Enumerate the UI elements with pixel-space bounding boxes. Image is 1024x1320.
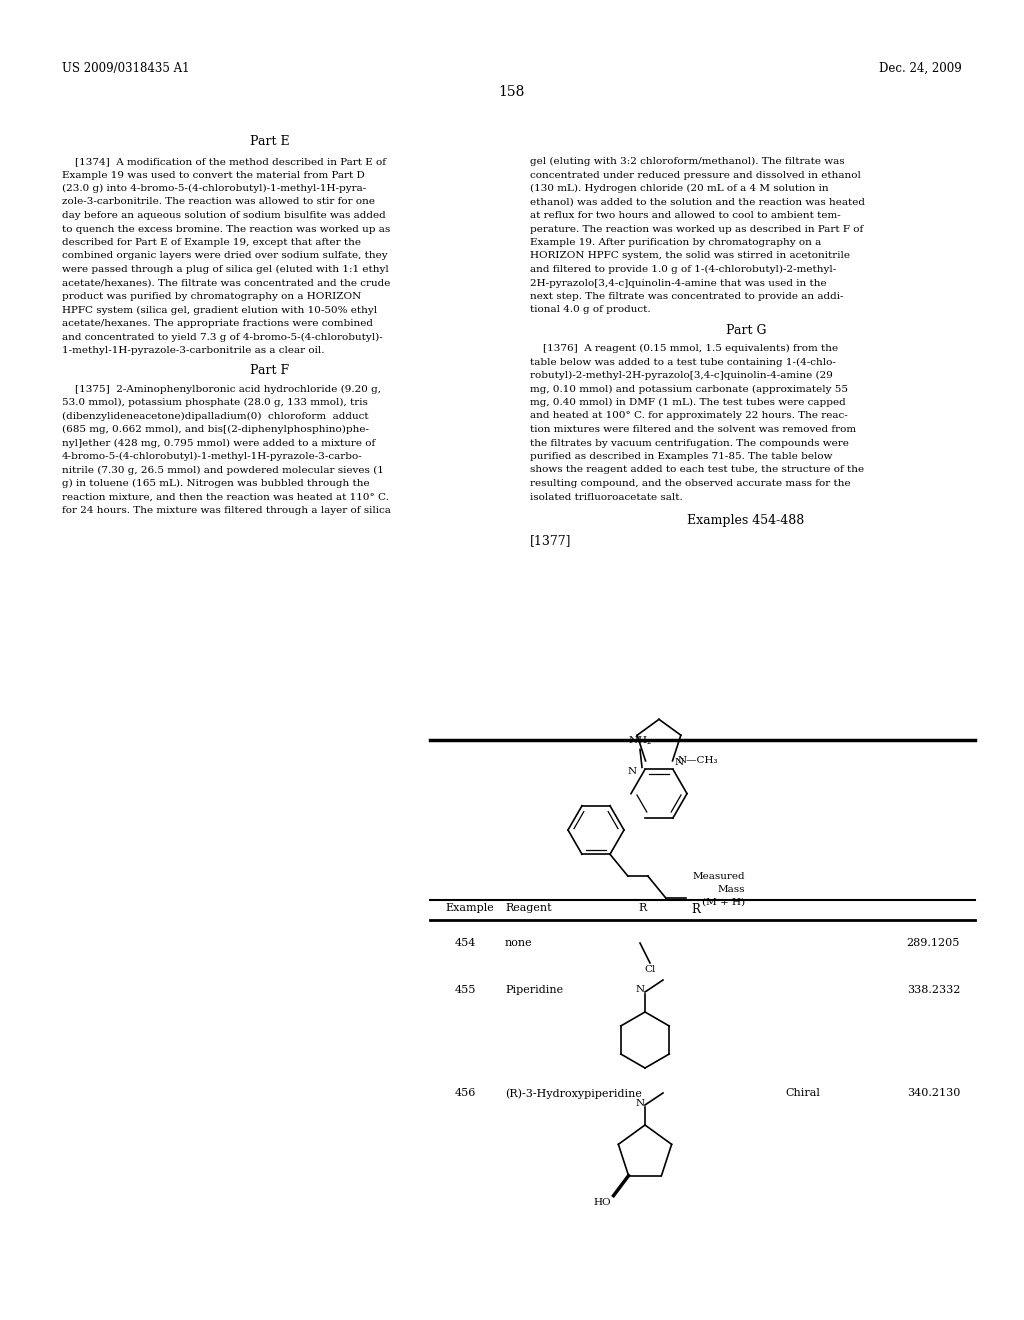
Text: the filtrates by vacuum centrifugation. The compounds were: the filtrates by vacuum centrifugation. … [530, 438, 849, 447]
Text: Example 19. After purification by chromatography on a: Example 19. After purification by chroma… [530, 238, 821, 247]
Text: N: N [636, 986, 644, 994]
Text: Chiral: Chiral [785, 1088, 820, 1098]
Text: robutyl)-2-methyl-2H-pyrazolo[3,4-c]quinolin-4-amine (29: robutyl)-2-methyl-2H-pyrazolo[3,4-c]quin… [530, 371, 833, 380]
Text: gel (eluting with 3:2 chloroform/methanol). The filtrate was: gel (eluting with 3:2 chloroform/methano… [530, 157, 845, 166]
Text: 1-methyl-1H-pyrazole-3-carbonitrile as a clear oil.: 1-methyl-1H-pyrazole-3-carbonitrile as a… [62, 346, 325, 355]
Text: and filtered to provide 1.0 g of 1-(4-chlorobutyl)-2-methyl-: and filtered to provide 1.0 g of 1-(4-ch… [530, 265, 837, 275]
Text: 340.2130: 340.2130 [906, 1088, 961, 1098]
Text: (R)-3-Hydroxypiperidine: (R)-3-Hydroxypiperidine [505, 1088, 642, 1098]
Text: perature. The reaction was worked up as described in Part F of: perature. The reaction was worked up as … [530, 224, 863, 234]
Text: to quench the excess bromine. The reaction was worked up as: to quench the excess bromine. The reacti… [62, 224, 390, 234]
Text: described for Part E of Example 19, except that after the: described for Part E of Example 19, exce… [62, 238, 361, 247]
Text: nitrile (7.30 g, 26.5 mmol) and powdered molecular sieves (1: nitrile (7.30 g, 26.5 mmol) and powdered… [62, 466, 384, 475]
Text: Part F: Part F [251, 364, 290, 378]
Text: Cl: Cl [644, 965, 655, 974]
Text: day before an aqueous solution of sodium bisulfite was added: day before an aqueous solution of sodium… [62, 211, 386, 220]
Text: 4-bromo-5-(4-chlorobutyl)-1-methyl-1H-pyrazole-3-carbo-: 4-bromo-5-(4-chlorobutyl)-1-methyl-1H-py… [62, 451, 362, 461]
Text: combined organic layers were dried over sodium sulfate, they: combined organic layers were dried over … [62, 252, 388, 260]
Text: tional 4.0 g of product.: tional 4.0 g of product. [530, 305, 650, 314]
Text: 2H-pyrazolo[3,4-c]quinolin-4-amine that was used in the: 2H-pyrazolo[3,4-c]quinolin-4-amine that … [530, 279, 826, 288]
Text: Dec. 24, 2009: Dec. 24, 2009 [880, 62, 962, 75]
Text: Part G: Part G [726, 323, 766, 337]
Text: 454: 454 [455, 939, 476, 948]
Text: product was purified by chromatography on a HORIZON: product was purified by chromatography o… [62, 292, 361, 301]
Text: [1376]  A reagent (0.15 mmol, 1.5 equivalents) from the: [1376] A reagent (0.15 mmol, 1.5 equival… [530, 345, 838, 354]
Text: purified as described in Examples 71-85. The table below: purified as described in Examples 71-85.… [530, 451, 833, 461]
Text: Measured: Measured [692, 873, 745, 880]
Text: [1377]: [1377] [530, 535, 571, 546]
Text: shows the reagent added to each test tube, the structure of the: shows the reagent added to each test tub… [530, 466, 864, 474]
Text: R: R [691, 903, 699, 916]
Text: N: N [675, 759, 684, 767]
Text: (130 mL). Hydrogen chloride (20 mL of a 4 M solution in: (130 mL). Hydrogen chloride (20 mL of a … [530, 183, 828, 193]
Text: Mass: Mass [718, 884, 745, 894]
Text: Part E: Part E [250, 135, 290, 148]
Text: [1374]  A modification of the method described in Part E of: [1374] A modification of the method desc… [62, 157, 386, 166]
Text: were passed through a plug of silica gel (eluted with 1:1 ethyl: were passed through a plug of silica gel… [62, 265, 389, 275]
Text: nyl]ether (428 mg, 0.795 mmol) were added to a mixture of: nyl]ether (428 mg, 0.795 mmol) were adde… [62, 438, 375, 447]
Text: N—CH₃: N—CH₃ [678, 756, 718, 766]
Text: (M + H): (M + H) [701, 898, 745, 907]
Text: zole-3-carbonitrile. The reaction was allowed to stir for one: zole-3-carbonitrile. The reaction was al… [62, 198, 375, 206]
Text: 456: 456 [455, 1088, 476, 1098]
Text: (dibenzylideneacetone)dipalladium(0)  chloroform  adduct: (dibenzylideneacetone)dipalladium(0) chl… [62, 412, 369, 421]
Text: g) in toluene (165 mL). Nitrogen was bubbled through the: g) in toluene (165 mL). Nitrogen was bub… [62, 479, 370, 488]
Text: 158: 158 [499, 84, 525, 99]
Text: concentrated under reduced pressure and dissolved in ethanol: concentrated under reduced pressure and … [530, 170, 861, 180]
Text: resulting compound, and the observed accurate mass for the: resulting compound, and the observed acc… [530, 479, 851, 488]
Text: and concentrated to yield 7.3 g of 4-bromo-5-(4-chlorobutyl)-: and concentrated to yield 7.3 g of 4-bro… [62, 333, 383, 342]
Text: HPFC system (silica gel, gradient elution with 10-50% ethyl: HPFC system (silica gel, gradient elutio… [62, 305, 377, 314]
Text: N: N [628, 767, 637, 776]
Text: mg, 0.10 mmol) and potassium carbonate (approximately 55: mg, 0.10 mmol) and potassium carbonate (… [530, 384, 848, 393]
Text: Examples 454-488: Examples 454-488 [687, 513, 805, 527]
Text: acetate/hexanes). The filtrate was concentrated and the crude: acetate/hexanes). The filtrate was conce… [62, 279, 390, 288]
Text: NH$_2$: NH$_2$ [628, 734, 652, 747]
Text: for 24 hours. The mixture was filtered through a layer of silica: for 24 hours. The mixture was filtered t… [62, 506, 391, 515]
Text: Example 19 was used to convert the material from Part D: Example 19 was used to convert the mater… [62, 170, 365, 180]
Text: HO: HO [594, 1197, 611, 1206]
Text: US 2009/0318435 A1: US 2009/0318435 A1 [62, 62, 189, 75]
Text: (685 mg, 0.662 mmol), and bis[(2-diphenylphosphino)phe-: (685 mg, 0.662 mmol), and bis[(2-dipheny… [62, 425, 369, 434]
Text: isolated trifluoroacetate salt.: isolated trifluoroacetate salt. [530, 492, 683, 502]
Text: reaction mixture, and then the reaction was heated at 110° C.: reaction mixture, and then the reaction … [62, 492, 389, 502]
Text: acetate/hexanes. The appropriate fractions were combined: acetate/hexanes. The appropriate fractio… [62, 319, 373, 327]
Text: 289.1205: 289.1205 [906, 939, 961, 948]
Text: (23.0 g) into 4-bromo-5-(4-chlorobutyl)-1-methyl-1H-pyra-: (23.0 g) into 4-bromo-5-(4-chlorobutyl)-… [62, 183, 367, 193]
Text: Reagent: Reagent [505, 903, 552, 913]
Text: Example: Example [445, 903, 494, 913]
Text: none: none [505, 939, 532, 948]
Text: N: N [636, 1098, 644, 1107]
Text: [1375]  2-Aminophenylboronic acid hydrochloride (9.20 g,: [1375] 2-Aminophenylboronic acid hydroch… [62, 384, 381, 393]
Text: 455: 455 [455, 985, 476, 995]
Text: 338.2332: 338.2332 [906, 985, 961, 995]
Text: at reflux for two hours and allowed to cool to ambient tem-: at reflux for two hours and allowed to c… [530, 211, 841, 220]
Text: next step. The filtrate was concentrated to provide an addi-: next step. The filtrate was concentrated… [530, 292, 844, 301]
Text: R: R [638, 903, 646, 913]
Text: mg, 0.40 mmol) in DMF (1 mL). The test tubes were capped: mg, 0.40 mmol) in DMF (1 mL). The test t… [530, 399, 846, 407]
Text: HORIZON HPFC system, the solid was stirred in acetonitrile: HORIZON HPFC system, the solid was stirr… [530, 252, 850, 260]
Text: 53.0 mmol), potassium phosphate (28.0 g, 133 mmol), tris: 53.0 mmol), potassium phosphate (28.0 g,… [62, 399, 368, 407]
Text: and heated at 100° C. for approximately 22 hours. The reac-: and heated at 100° C. for approximately … [530, 412, 848, 421]
Text: ethanol) was added to the solution and the reaction was heated: ethanol) was added to the solution and t… [530, 198, 865, 206]
Text: tion mixtures were filtered and the solvent was removed from: tion mixtures were filtered and the solv… [530, 425, 856, 434]
Text: table below was added to a test tube containing 1-(4-chlo-: table below was added to a test tube con… [530, 358, 836, 367]
Text: Piperidine: Piperidine [505, 985, 563, 995]
